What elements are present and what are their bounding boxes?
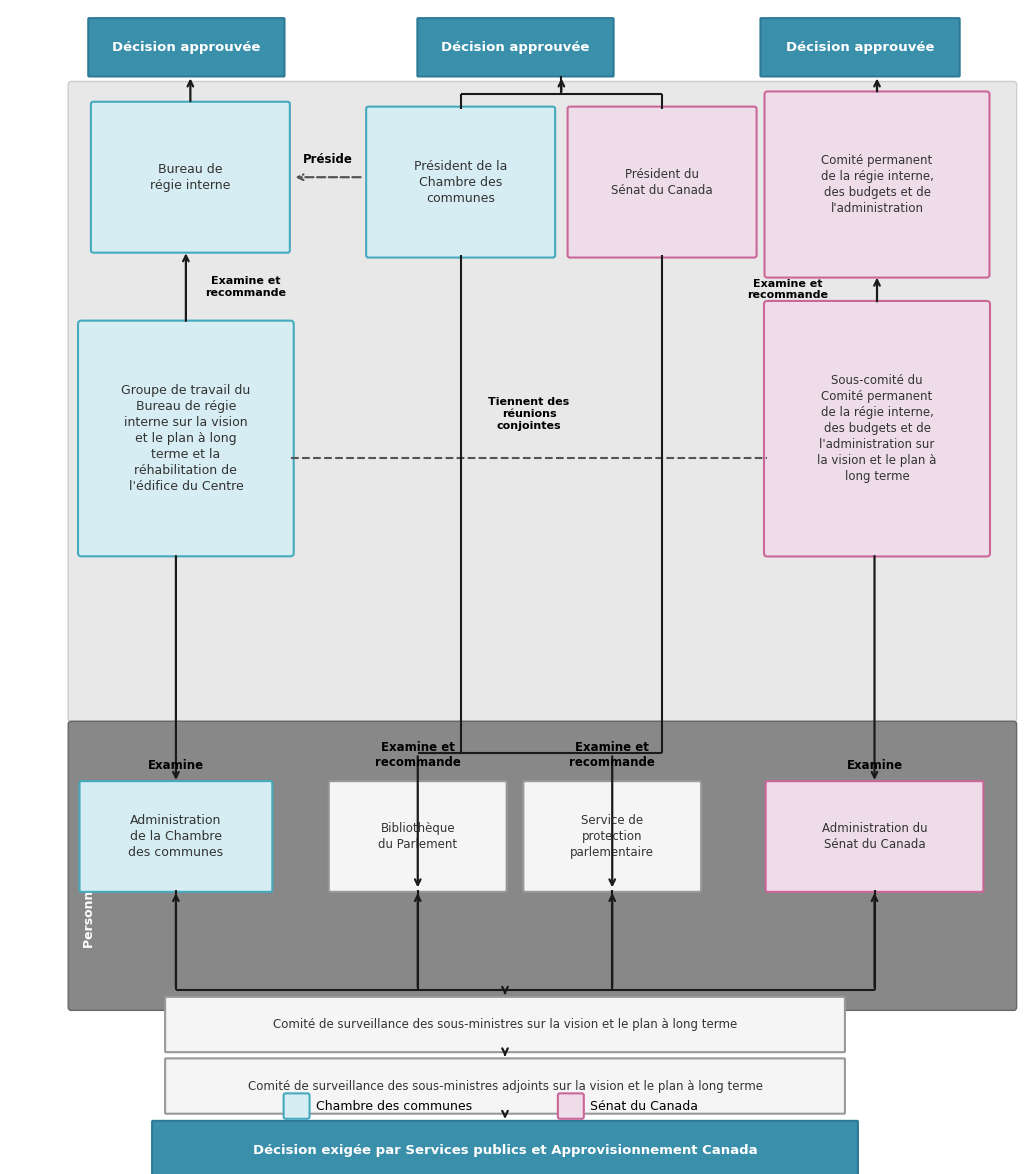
Text: Président du
Sénat du Canada: Président du Sénat du Canada: [611, 168, 713, 196]
Text: Comité permanent
de la régie interne,
des budgets et de
l'administration: Comité permanent de la régie interne, de…: [820, 154, 934, 215]
Text: Bibliothèque
du Parlement: Bibliothèque du Parlement: [378, 822, 458, 851]
Text: Décision approuvée: Décision approuvée: [785, 41, 934, 54]
Text: Décision exigée par Services publics et Approvisionnement Canada: Décision exigée par Services publics et …: [253, 1143, 758, 1156]
FancyBboxPatch shape: [766, 781, 983, 892]
Text: Tiennent des
réunions
conjointes: Tiennent des réunions conjointes: [488, 398, 569, 431]
Text: Personnel administratif: Personnel administratif: [83, 783, 95, 949]
Text: Groupe de travail du
Bureau de régie
interne sur la vision
et le plan à long
ter: Groupe de travail du Bureau de régie int…: [121, 384, 251, 493]
FancyBboxPatch shape: [765, 92, 989, 277]
FancyBboxPatch shape: [78, 321, 294, 556]
Text: Examine et
recommande: Examine et recommande: [569, 742, 655, 769]
Text: Décision approuvée: Décision approuvée: [113, 41, 260, 54]
FancyBboxPatch shape: [165, 997, 845, 1052]
Text: Sénat du Canada: Sénat du Canada: [590, 1100, 697, 1113]
FancyBboxPatch shape: [367, 107, 555, 257]
Text: Administration
de la Chambre
des communes: Administration de la Chambre des commune…: [128, 814, 223, 859]
Text: Examine: Examine: [847, 758, 902, 771]
FancyBboxPatch shape: [764, 301, 990, 556]
Text: Examine: Examine: [147, 758, 204, 771]
Text: Examine et
recommande: Examine et recommande: [205, 276, 287, 298]
Text: Examine et
recommande: Examine et recommande: [375, 742, 461, 769]
Text: Comité de surveillance des sous-ministres adjoints sur la vision et le plan à lo: Comité de surveillance des sous-ministre…: [248, 1080, 763, 1093]
Text: Examine et
recommande: Examine et recommande: [746, 278, 827, 301]
Text: Préside: Préside: [303, 153, 353, 166]
FancyBboxPatch shape: [91, 102, 290, 252]
FancyBboxPatch shape: [284, 1093, 309, 1119]
FancyBboxPatch shape: [761, 18, 959, 76]
Text: Service de
protection
parlementaire: Service de protection parlementaire: [570, 814, 654, 859]
FancyBboxPatch shape: [153, 1121, 858, 1174]
FancyBboxPatch shape: [558, 1093, 584, 1119]
FancyBboxPatch shape: [88, 18, 285, 76]
Text: Membres du Parlement: Membres du Parlement: [83, 321, 95, 484]
Text: Bureau de
régie interne: Bureau de régie interne: [151, 163, 230, 191]
FancyBboxPatch shape: [69, 81, 1017, 722]
Text: Comité de surveillance des sous-ministres sur la vision et le plan à long terme: Comité de surveillance des sous-ministre…: [272, 1018, 737, 1031]
Text: Administration du
Sénat du Canada: Administration du Sénat du Canada: [821, 822, 928, 851]
FancyBboxPatch shape: [329, 781, 507, 892]
Text: Président de la
Chambre des
communes: Président de la Chambre des communes: [414, 160, 507, 204]
FancyBboxPatch shape: [80, 781, 272, 892]
FancyBboxPatch shape: [567, 107, 757, 257]
FancyBboxPatch shape: [165, 1059, 845, 1114]
Text: Sous-comité du
Comité permanent
de la régie interne,
des budgets et de
l'adminis: Sous-comité du Comité permanent de la ré…: [817, 375, 937, 484]
FancyBboxPatch shape: [523, 781, 701, 892]
Text: Décision approuvée: Décision approuvée: [441, 41, 590, 54]
FancyBboxPatch shape: [418, 18, 613, 76]
Text: Chambre des communes: Chambre des communes: [315, 1100, 472, 1113]
FancyBboxPatch shape: [69, 721, 1017, 1011]
